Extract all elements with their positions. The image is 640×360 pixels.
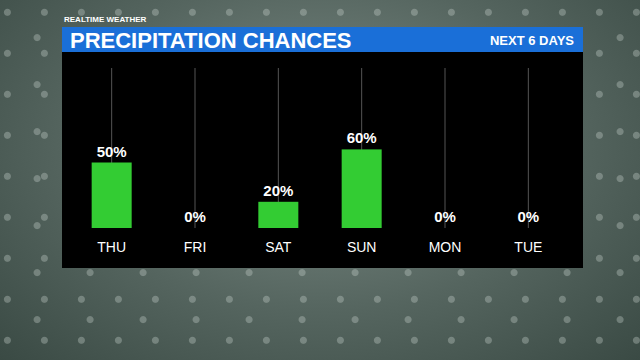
data-label: 50% — [97, 143, 127, 160]
data-label: 60% — [347, 129, 377, 146]
bar — [425, 228, 465, 229]
bar — [508, 228, 548, 229]
bar — [342, 149, 382, 228]
bar — [175, 228, 215, 229]
category-label: FRI — [184, 239, 207, 255]
plot-panel — [62, 52, 583, 268]
data-label: 0% — [184, 208, 206, 225]
data-label: 20% — [263, 182, 293, 199]
bar — [92, 163, 132, 229]
chart: REALTIME WEATHER PRECIPITATION CHANCES NEX… — [0, 0, 640, 360]
annotation: REALTIME WEATHER — [64, 15, 147, 24]
category-label: SAT — [265, 239, 292, 255]
page: {"chart_data": {"type": "bar", "title": … — [0, 0, 640, 360]
category-line — [445, 68, 446, 228]
subtitle: NEXT 6 DAYS — [490, 33, 574, 48]
data-label: 0% — [434, 208, 456, 225]
data-label: 0% — [517, 208, 539, 225]
category-line — [195, 68, 196, 228]
bar — [258, 202, 298, 228]
category-line — [528, 68, 529, 228]
category-label: THU — [97, 239, 126, 255]
category-label: TUE — [514, 239, 542, 255]
title-bar — [62, 27, 583, 52]
category-label: MON — [429, 239, 462, 255]
title: PRECIPITATION CHANCES — [70, 28, 352, 53]
category-label: SUN — [347, 239, 377, 255]
bars — [92, 149, 382, 228]
